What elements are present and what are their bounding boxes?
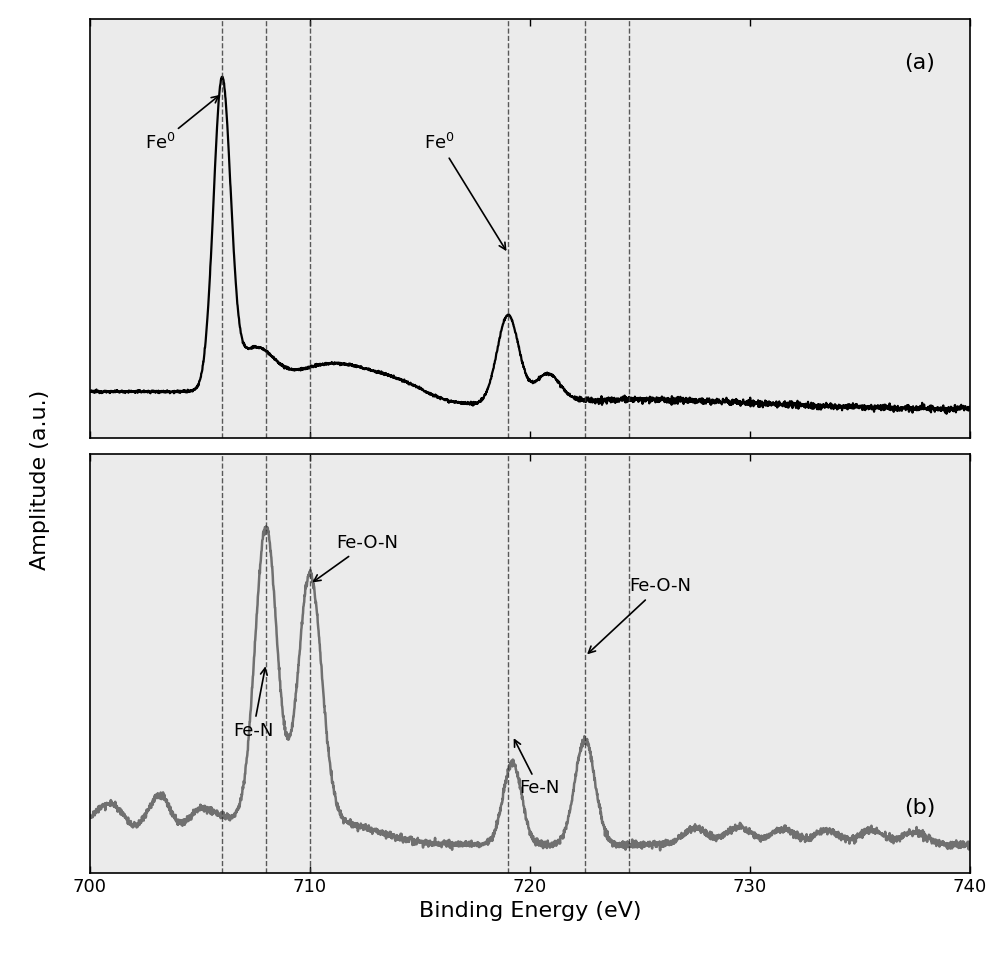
Text: Fe-N: Fe-N	[233, 668, 273, 739]
Text: (b): (b)	[904, 798, 935, 818]
Text: Fe-O-N: Fe-O-N	[588, 577, 691, 653]
Text: Fe-O-N: Fe-O-N	[314, 534, 398, 581]
Text: Fe$^0$: Fe$^0$	[424, 133, 506, 249]
Text: Amplitude (a.u.): Amplitude (a.u.)	[30, 389, 50, 570]
Text: Fe$^0$: Fe$^0$	[145, 96, 218, 153]
Text: Fe-N: Fe-N	[515, 739, 559, 797]
X-axis label: Binding Energy (eV): Binding Energy (eV)	[419, 901, 641, 921]
Text: (a): (a)	[904, 54, 935, 74]
